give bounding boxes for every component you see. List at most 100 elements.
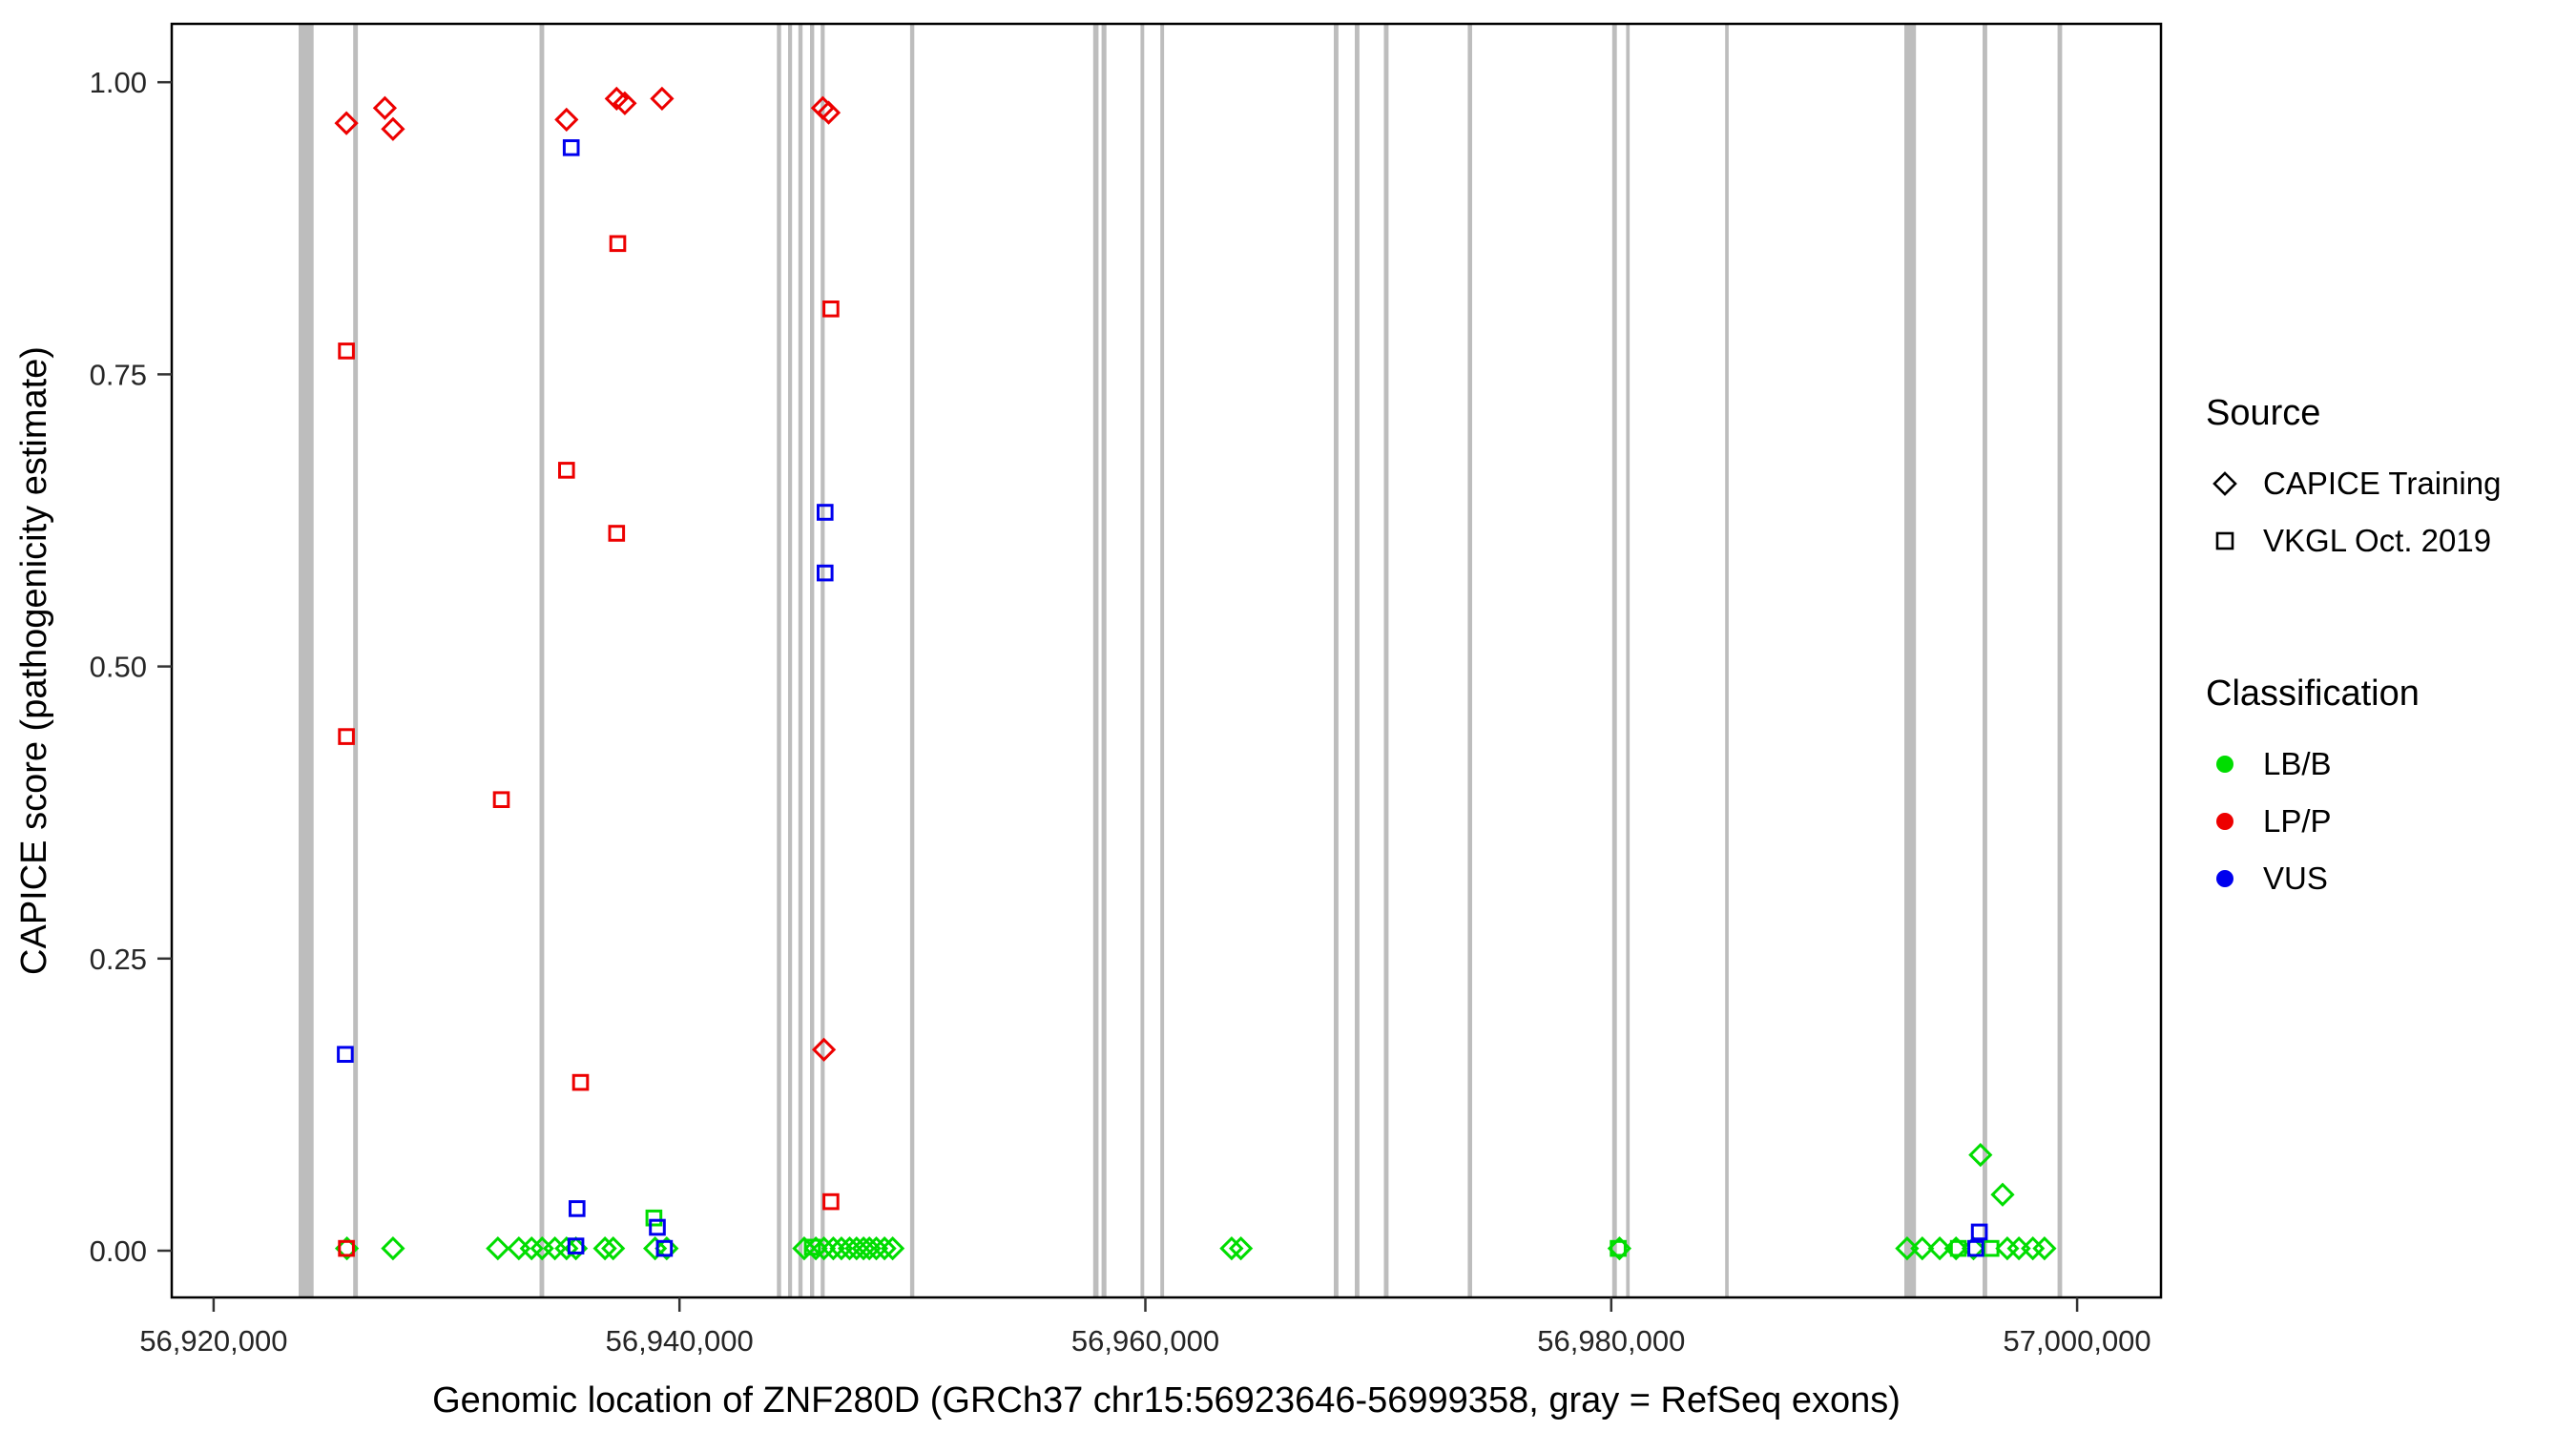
- data-point-diamond: [381, 116, 405, 141]
- x-tick-label: 56,960,000: [1071, 1324, 1219, 1358]
- data-point-square: [822, 301, 840, 318]
- exon-bar: [1611, 24, 1617, 1297]
- exon-bar: [1092, 24, 1099, 1297]
- data-point-diamond: [1228, 1235, 1254, 1261]
- exon-bar: [798, 24, 803, 1297]
- data-point-square: [803, 1238, 821, 1256]
- x-axis-title: Genomic location of ZNF280D (GRCh37 chr1…: [432, 1380, 1901, 1421]
- data-point-diamond: [554, 1235, 579, 1261]
- legend-source: Source CAPICE Training VKGL Oct. 2019: [2206, 393, 2501, 570]
- data-point-square: [649, 1218, 666, 1236]
- legend-label-capice-training: CAPICE Training: [2263, 466, 2502, 501]
- data-point-diamond: [486, 1235, 510, 1261]
- data-point-square: [338, 728, 355, 745]
- legend-item-vus: VUS: [2206, 850, 2420, 907]
- green-dot-icon: [2216, 756, 2233, 773]
- exon-bar: [909, 24, 915, 1297]
- exon-bar: [1140, 24, 1145, 1297]
- data-point-diamond: [1990, 1182, 2015, 1207]
- data-point-diamond: [654, 1235, 679, 1261]
- data-point-diamond: [2032, 1235, 2057, 1261]
- data-point-square: [569, 1200, 586, 1217]
- data-point-square: [558, 462, 575, 479]
- data-point-square: [817, 504, 834, 521]
- data-point-diamond: [613, 91, 637, 115]
- data-point-square: [492, 791, 510, 809]
- x-tick-label: 56,980,000: [1537, 1324, 1685, 1358]
- exon-bar: [1334, 24, 1339, 1297]
- data-point-diamond: [880, 1235, 905, 1261]
- exon-bar: [1467, 24, 1472, 1297]
- data-point-diamond: [650, 86, 675, 112]
- legend-label-vkgl: VKGL Oct. 2019: [2263, 523, 2492, 558]
- exon-bar: [1160, 24, 1165, 1297]
- data-point-square: [822, 1192, 840, 1211]
- exon-bar: [299, 24, 314, 1297]
- data-point-diamond: [601, 1235, 626, 1261]
- legend-source-title: Source: [2206, 393, 2321, 433]
- data-point-diamond: [803, 1235, 828, 1261]
- data-point-diamond: [821, 1235, 846, 1261]
- data-point-square: [1967, 1239, 1984, 1257]
- data-point-square: [1949, 1239, 1967, 1257]
- data-point-square: [609, 235, 627, 253]
- y-tick-label: 0.50: [90, 651, 147, 684]
- exon-bar: [353, 24, 359, 1297]
- data-point-diamond: [1943, 1235, 1968, 1261]
- legend-item-vkgl: VKGL Oct. 2019: [2206, 512, 2501, 570]
- y-tick-label: 0.25: [90, 943, 147, 976]
- exon-bar: [1904, 24, 1917, 1297]
- data-point-diamond: [507, 1235, 531, 1261]
- exon-bar: [2057, 24, 2063, 1297]
- exon-bar: [1725, 24, 1729, 1297]
- y-axis-title: CAPICE score (pathogenicity estimate): [14, 346, 54, 975]
- exon-bar: [1983, 24, 1987, 1297]
- data-point-diamond: [334, 111, 359, 135]
- exon-bar: [810, 24, 815, 1297]
- data-point-square: [655, 1239, 674, 1257]
- data-point-diamond: [811, 1235, 837, 1261]
- data-point-square: [338, 342, 355, 360]
- exon-bar: [1626, 24, 1631, 1297]
- legend-classification-title: Classification: [2206, 674, 2420, 714]
- legend-item-capice-training: CAPICE Training: [2206, 455, 2501, 512]
- panel-border: [170, 22, 2163, 1299]
- x-tick-label: 56,940,000: [606, 1324, 754, 1358]
- data-point-square: [817, 564, 834, 582]
- diamond-icon: [2212, 471, 2237, 496]
- data-point-diamond: [1968, 1142, 1993, 1168]
- data-point-diamond: [554, 107, 579, 133]
- blue-dot-icon: [2216, 870, 2233, 887]
- data-point-diamond: [1219, 1235, 1244, 1261]
- y-tick-label: 0.75: [90, 358, 147, 391]
- data-point-square: [562, 139, 580, 156]
- exon-bar: [1101, 24, 1107, 1297]
- data-point-diamond: [1910, 1235, 1935, 1261]
- legend-item-lpp: LP/P: [2206, 793, 2420, 850]
- data-point-diamond: [863, 1235, 889, 1261]
- data-point-diamond: [811, 1037, 837, 1062]
- x-tick-label: 56,920,000: [139, 1324, 287, 1358]
- legend-label-lpp: LP/P: [2263, 803, 2332, 839]
- data-point-square: [571, 1073, 590, 1091]
- data-point-square: [1610, 1239, 1627, 1257]
- legend-classification: Classification LB/B LP/P VUS: [2206, 674, 2420, 907]
- square-icon: [2215, 531, 2234, 550]
- red-dot-icon: [2216, 813, 2233, 830]
- data-point-square: [1970, 1223, 1988, 1241]
- data-point-square: [338, 1239, 355, 1257]
- data-point-diamond: [1927, 1235, 1952, 1261]
- data-point-diamond: [816, 100, 841, 125]
- legend-label-lbb: LB/B: [2263, 746, 2332, 781]
- data-point-square: [337, 1046, 354, 1064]
- data-point-diamond: [381, 1235, 405, 1261]
- legend-label-vus: VUS: [2263, 861, 2328, 896]
- y-tick-label: 1.00: [90, 66, 147, 99]
- legend-item-lbb: LB/B: [2206, 736, 2420, 793]
- data-point-diamond: [872, 1235, 897, 1261]
- exon-bar: [821, 24, 825, 1297]
- data-point-diamond: [519, 1235, 544, 1261]
- data-point-square: [645, 1209, 663, 1227]
